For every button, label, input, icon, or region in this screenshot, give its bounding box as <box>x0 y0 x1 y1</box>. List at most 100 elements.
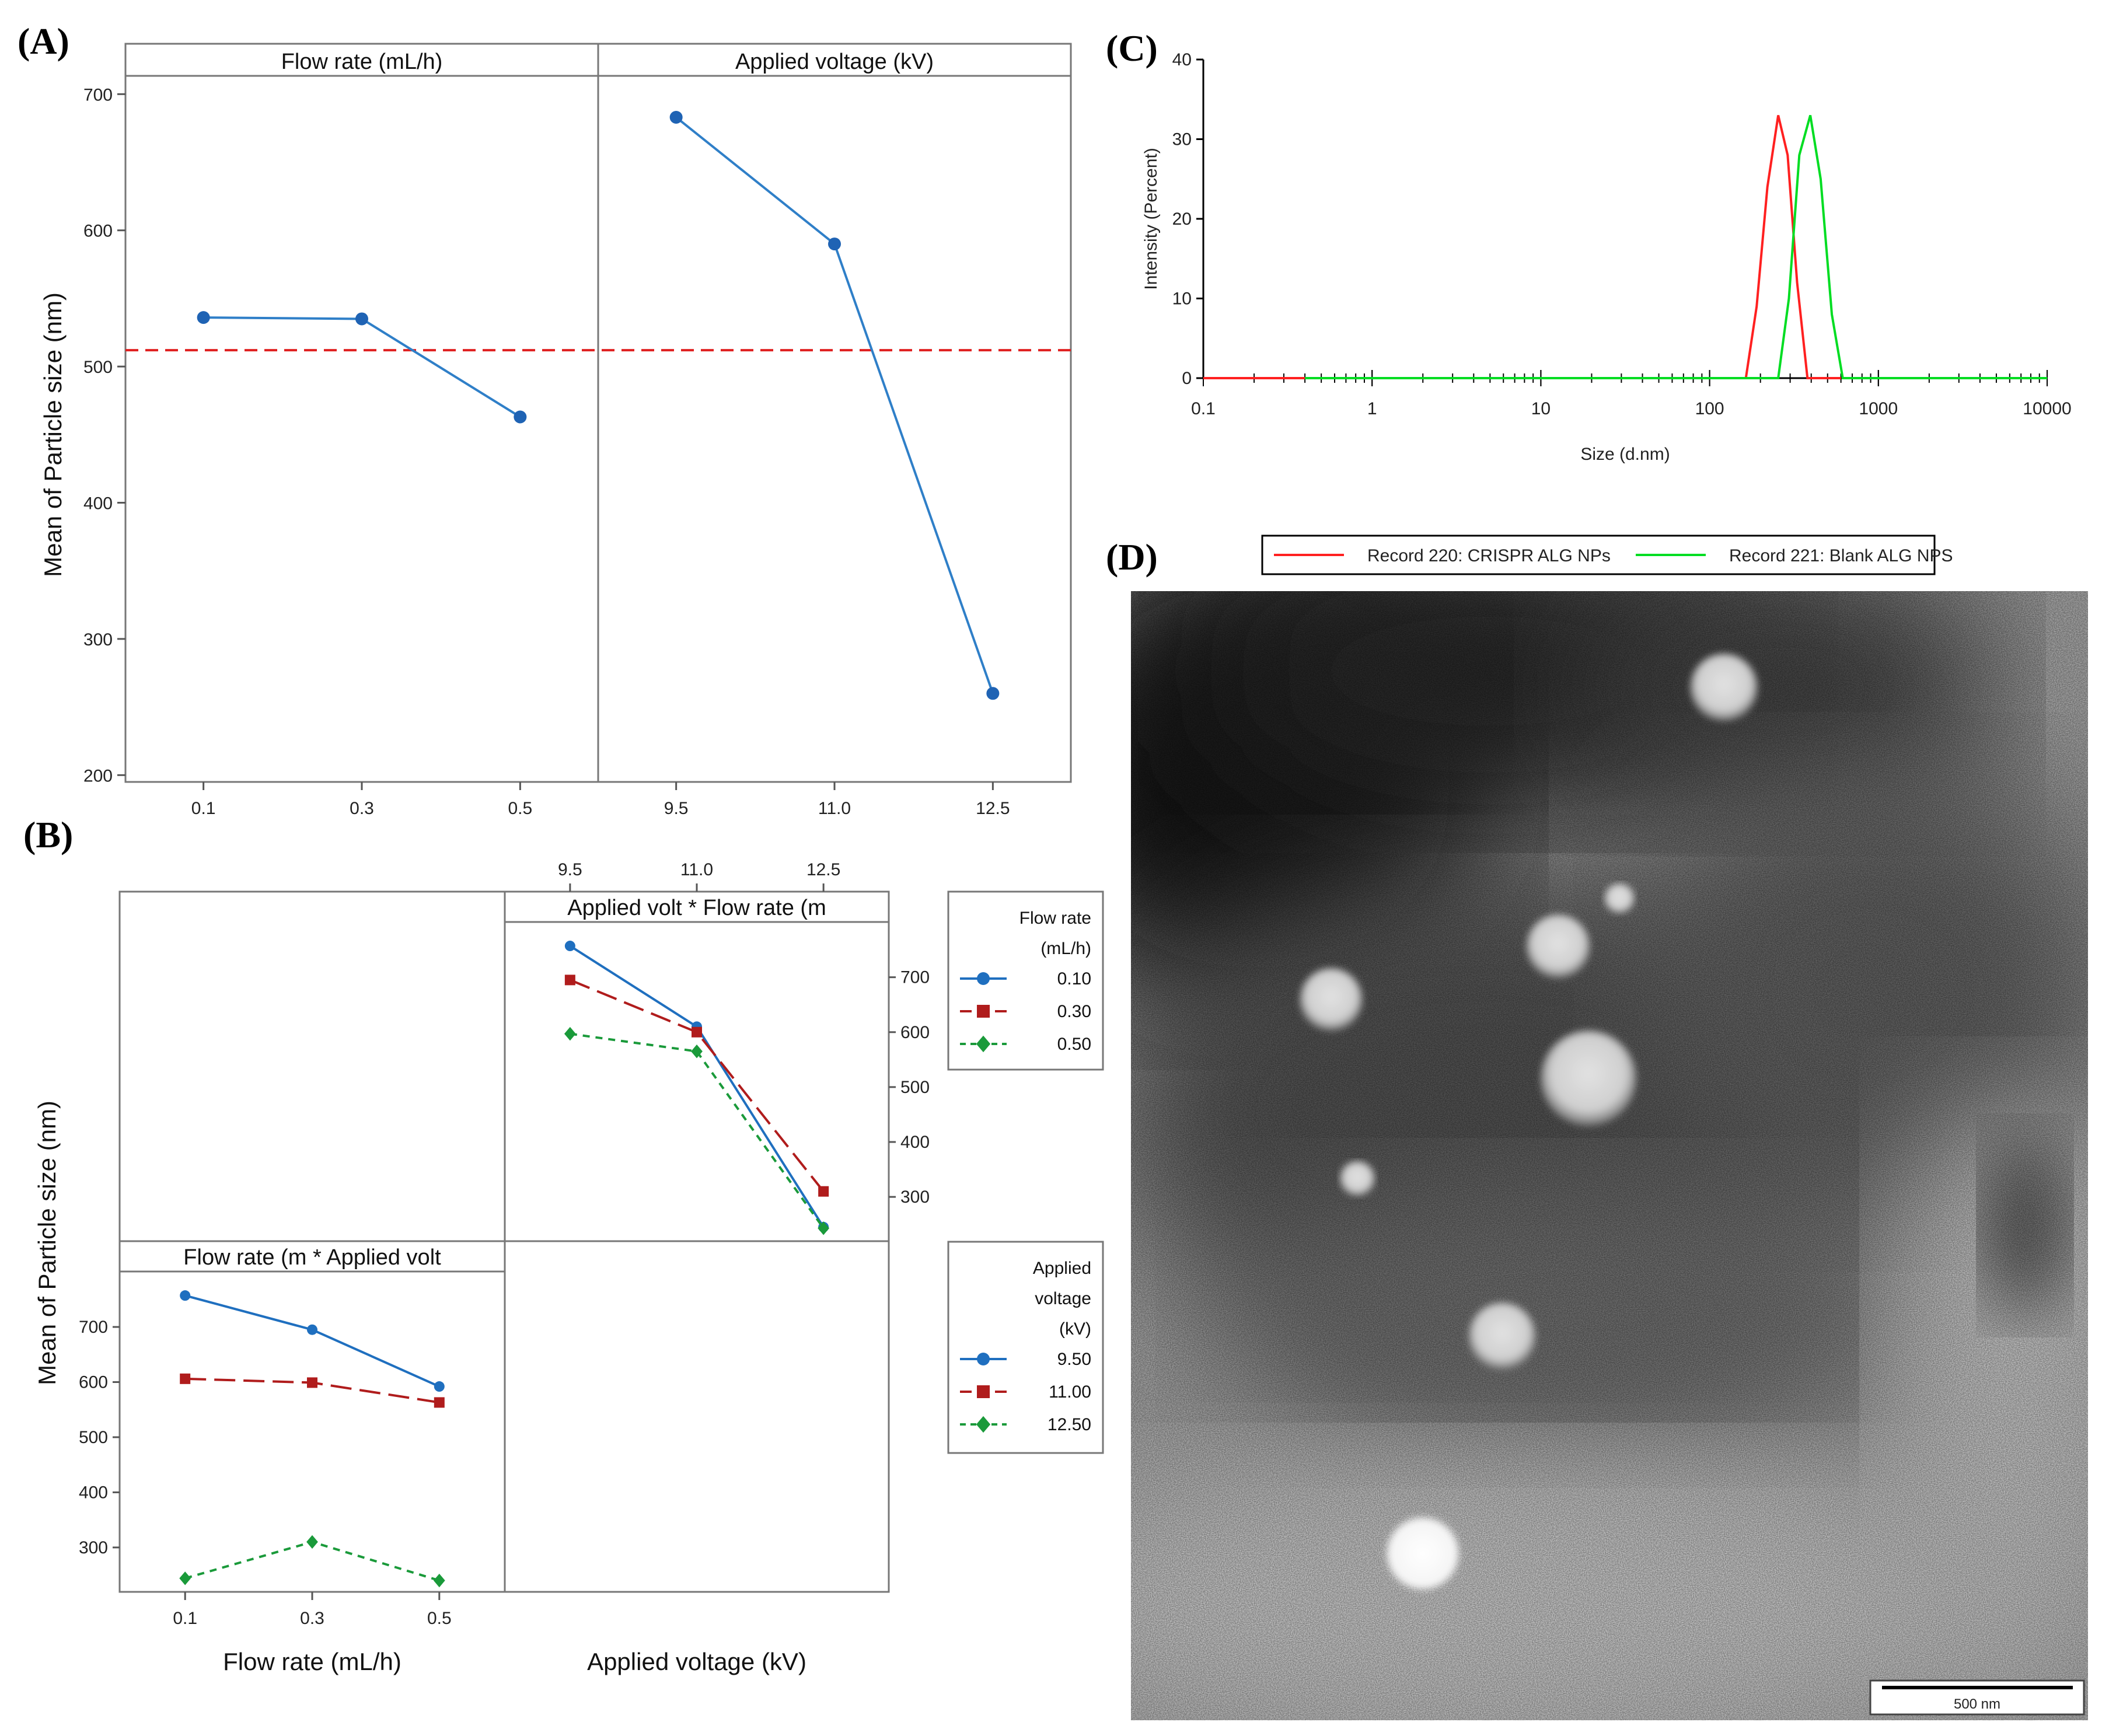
particle <box>1604 883 1635 914</box>
y-tick-label: 700 <box>79 1318 108 1337</box>
y-tick-label: 400 <box>900 1133 930 1152</box>
y-axis-title: Mean of Particle size (nm) <box>39 292 67 577</box>
y-tick-label: 0 <box>1182 369 1192 388</box>
x-tick-label: 0.5 <box>508 799 532 818</box>
x-tick-label: 1 <box>1367 399 1377 418</box>
legend-top-item-label: 0.50 <box>1057 1035 1091 1054</box>
data-point <box>986 687 1000 700</box>
data-point <box>180 1290 191 1301</box>
legend-box <box>1261 535 1936 575</box>
legend-bottom-title: voltage <box>1035 1289 1091 1308</box>
y-tick-label: 600 <box>900 1023 930 1042</box>
data-point <box>691 1045 703 1059</box>
legend-bottom-item-label: 12.50 <box>1047 1415 1091 1434</box>
y-tick-label: 10 <box>1172 289 1192 309</box>
x-tick-label: 0.1 <box>173 1609 197 1628</box>
particle <box>1690 654 1758 721</box>
top-x-tick-label: 9.5 <box>558 860 582 879</box>
y-axis-title: Intensity (Percent) <box>1141 148 1161 289</box>
scale-bar-label: 500 nm <box>1954 1696 2000 1712</box>
x-tick-label: 0.1 <box>191 799 216 818</box>
y-tick-label: 40 <box>1172 50 1192 69</box>
particle <box>1300 968 1363 1031</box>
x-tick-label: 10 <box>1531 399 1551 418</box>
series-line-0.30 <box>570 979 825 1192</box>
x-tick-label: 1000 <box>1859 399 1898 418</box>
particle <box>1526 914 1590 979</box>
legend-bottom-title: Applied <box>1033 1259 1091 1278</box>
x-axis-title: Size (d.nm) <box>1580 445 1670 464</box>
legend-bottom-swatch-marker <box>976 1416 991 1433</box>
data-point <box>434 1397 445 1408</box>
data-point <box>564 974 575 986</box>
data-point <box>433 1573 445 1588</box>
top-x-tick-label: 11.0 <box>680 860 713 879</box>
y-tick-label: 20 <box>1172 209 1192 229</box>
series-line-0.50 <box>570 1032 825 1229</box>
panel-b-interaction: Applied volt * Flow rate (m 300 400 500 600 7… <box>33 860 1104 1675</box>
x-tick-label: 0.3 <box>350 799 374 818</box>
y-tick-label: 700 <box>83 85 113 104</box>
y-tick-label: 300 <box>79 1538 108 1557</box>
data-point <box>818 1186 829 1197</box>
legend-item-label: Record 221: Blank ALG NPS <box>1729 546 1953 565</box>
facet-strip-label: Flow rate (mL/h) <box>281 50 443 74</box>
facet-strip-label: Applied voltage (kV) <box>735 50 934 74</box>
panel-d-tem-micrograph: 500 nm <box>1131 591 2088 1720</box>
particle <box>1340 1161 1375 1196</box>
data-point <box>669 111 683 124</box>
x-tick-label: 100 <box>1695 399 1724 418</box>
legend-top-box <box>947 890 1104 1071</box>
main-effect-line <box>203 316 521 418</box>
main-effect-line <box>675 116 994 694</box>
top-x-tick-label: 12.5 <box>806 860 840 879</box>
panel-a-main-effects: 200 300 400 500 600 700 Mean of Particle size … <box>39 43 1072 818</box>
legend-top-swatch-marker <box>977 1005 990 1018</box>
x-tick-label: 0.5 <box>427 1609 452 1628</box>
panel-label-a: (A) <box>18 20 69 62</box>
y-tick-label: 600 <box>83 222 113 241</box>
y-tick-label: 700 <box>900 968 930 987</box>
legend-bottom-swatch-marker <box>977 1385 990 1398</box>
panel-label-c: (C) <box>1106 27 1158 69</box>
data-point <box>692 1026 702 1038</box>
legend-bottom-item-label: 9.50 <box>1057 1350 1091 1369</box>
y-tick-label: 500 <box>900 1078 930 1097</box>
data-point <box>818 1221 830 1235</box>
y-tick-label: 300 <box>900 1187 930 1207</box>
particle <box>1468 1302 1536 1370</box>
series-line-9.50 <box>184 1294 440 1388</box>
data-point <box>307 1377 317 1388</box>
y-tick-label: 200 <box>83 766 113 785</box>
legend-bottom-swatch-marker <box>977 1353 990 1365</box>
legend-top-title: Flow rate <box>1019 909 1091 928</box>
panel-c-size-distribution: 0 10 20 30 40 0.1 1 10 100 1000 10000 Size (d.nm) In… <box>1141 50 2072 575</box>
data-point <box>564 941 575 952</box>
data-point <box>564 1026 576 1041</box>
legend-bottom-title: (kV) <box>1059 1319 1091 1339</box>
legend-top-title: (mL/h) <box>1040 939 1091 958</box>
y-tick-label: 400 <box>83 494 113 514</box>
series-line-crispr <box>1203 115 1841 379</box>
legend-bottom-item-label: 11.00 <box>1049 1382 1091 1402</box>
y-tick-label: 600 <box>79 1372 108 1392</box>
x-tick-label: 11.0 <box>818 799 851 818</box>
bottom-left-strip-label: Flow rate (m * Applied volt <box>183 1245 441 1270</box>
data-point <box>307 1324 317 1335</box>
legend-top-swatch-marker <box>976 1035 991 1053</box>
x-tick-label: 12.5 <box>976 799 1010 818</box>
data-point <box>514 410 527 424</box>
x-axis-title-right: Applied voltage (kV) <box>587 1648 806 1675</box>
legend-bottom-box <box>947 1241 1104 1454</box>
legend-item-label: Record 220: CRISPR ALG NPs <box>1367 546 1611 565</box>
x-tick-label: 9.5 <box>664 799 689 818</box>
data-point <box>197 311 210 324</box>
panel-label-d: (D) <box>1106 536 1158 578</box>
x-tick-label: 10000 <box>2023 399 2071 418</box>
panel-label-b: (B) <box>23 814 73 855</box>
y-tick-label: 30 <box>1172 130 1192 149</box>
y-tick-label: 500 <box>83 358 113 377</box>
series-line-0.10 <box>569 945 825 1228</box>
legend-top-item-label: 0.30 <box>1057 1002 1091 1021</box>
